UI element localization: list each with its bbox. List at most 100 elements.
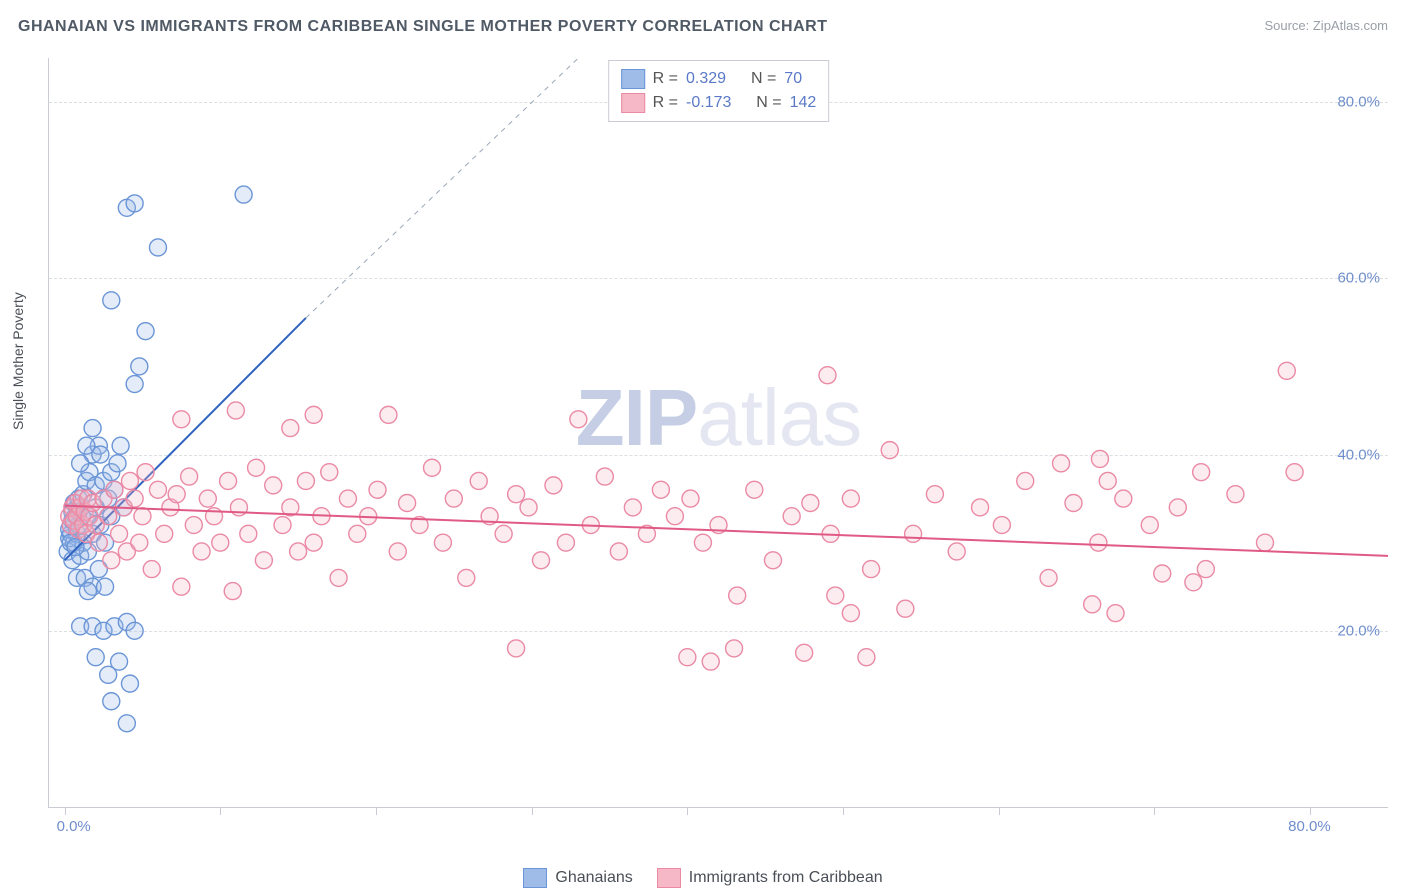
x-tick bbox=[532, 807, 533, 815]
data-point bbox=[827, 587, 844, 604]
data-point bbox=[1017, 472, 1034, 489]
data-point bbox=[399, 494, 416, 511]
data-point bbox=[926, 486, 943, 503]
data-point bbox=[339, 490, 356, 507]
x-tick-label: 0.0% bbox=[57, 818, 91, 835]
x-tick bbox=[843, 807, 844, 815]
data-point bbox=[199, 490, 216, 507]
data-point bbox=[90, 534, 107, 551]
n-label: N = bbox=[751, 67, 776, 91]
data-point bbox=[764, 552, 781, 569]
data-point bbox=[545, 477, 562, 494]
data-point bbox=[1141, 517, 1158, 534]
data-point bbox=[1084, 596, 1101, 613]
data-point bbox=[224, 583, 241, 600]
legend-label-immigrants: Immigrants from Caribbean bbox=[689, 869, 883, 887]
plot-area: ZIPatlas R = 0.329 N = 70 R = -0.173 N =… bbox=[48, 58, 1388, 808]
data-point bbox=[1197, 561, 1214, 578]
data-point bbox=[121, 675, 138, 692]
data-point bbox=[126, 195, 143, 212]
data-point bbox=[819, 367, 836, 384]
correlation-legend: R = 0.329 N = 70 R = -0.173 N = 142 bbox=[608, 60, 830, 122]
data-point bbox=[106, 481, 123, 498]
x-tick bbox=[65, 807, 66, 815]
data-point bbox=[694, 534, 711, 551]
data-point bbox=[533, 552, 550, 569]
data-point bbox=[248, 459, 265, 476]
data-point bbox=[508, 486, 525, 503]
data-point bbox=[1090, 534, 1107, 551]
data-point bbox=[652, 481, 669, 498]
data-point bbox=[181, 468, 198, 485]
data-point bbox=[131, 534, 148, 551]
header-row: GHANAIAN VS IMMIGRANTS FROM CARIBBEAN SI… bbox=[18, 18, 1388, 36]
data-point bbox=[666, 508, 683, 525]
data-point bbox=[220, 472, 237, 489]
data-point bbox=[92, 446, 109, 463]
data-point bbox=[783, 508, 800, 525]
data-point bbox=[842, 490, 859, 507]
data-point bbox=[235, 186, 252, 203]
x-tick bbox=[999, 807, 1000, 815]
data-point bbox=[796, 644, 813, 661]
r-label: R = bbox=[653, 67, 678, 91]
data-point bbox=[1040, 569, 1057, 586]
data-point bbox=[948, 543, 965, 560]
data-point bbox=[570, 411, 587, 428]
data-point bbox=[103, 693, 120, 710]
data-point bbox=[240, 525, 257, 542]
data-point bbox=[746, 481, 763, 498]
r-label-2: R = bbox=[653, 91, 678, 115]
data-point bbox=[103, 292, 120, 309]
data-point bbox=[905, 525, 922, 542]
x-tick bbox=[1310, 807, 1311, 815]
series-legend: Ghanaians Immigrants from Caribbean bbox=[0, 868, 1406, 888]
data-point bbox=[103, 552, 120, 569]
regression-extrapolation bbox=[306, 58, 578, 318]
data-point bbox=[109, 455, 126, 472]
data-point bbox=[100, 508, 117, 525]
data-point bbox=[610, 543, 627, 560]
swatch-immigrant-icon bbox=[621, 93, 645, 113]
data-point bbox=[897, 600, 914, 617]
data-point bbox=[520, 499, 537, 516]
data-point bbox=[126, 622, 143, 639]
data-point bbox=[193, 543, 210, 560]
data-point bbox=[1107, 605, 1124, 622]
data-point bbox=[1256, 534, 1273, 551]
data-point bbox=[126, 490, 143, 507]
data-point bbox=[134, 508, 151, 525]
data-point bbox=[137, 464, 154, 481]
data-point bbox=[321, 464, 338, 481]
chart-canvas bbox=[49, 58, 1388, 807]
data-point bbox=[274, 517, 291, 534]
x-tick bbox=[1154, 807, 1155, 815]
n-label-2: N = bbox=[756, 91, 781, 115]
data-point bbox=[149, 481, 166, 498]
data-point bbox=[470, 472, 487, 489]
data-point bbox=[185, 517, 202, 534]
data-point bbox=[1185, 574, 1202, 591]
data-point bbox=[143, 561, 160, 578]
data-point bbox=[84, 420, 101, 437]
legend-item-immigrants: Immigrants from Caribbean bbox=[657, 868, 883, 888]
data-point bbox=[495, 525, 512, 542]
x-tick-label: 80.0% bbox=[1288, 818, 1331, 835]
data-point bbox=[349, 525, 366, 542]
data-point bbox=[380, 406, 397, 423]
data-point bbox=[858, 649, 875, 666]
data-point bbox=[726, 640, 743, 657]
data-point bbox=[87, 649, 104, 666]
legend-row-immigrants: R = -0.173 N = 142 bbox=[621, 91, 817, 115]
data-point bbox=[137, 323, 154, 340]
data-point bbox=[97, 578, 114, 595]
data-point bbox=[305, 534, 322, 551]
data-point bbox=[729, 587, 746, 604]
data-point bbox=[111, 653, 128, 670]
data-point bbox=[126, 376, 143, 393]
data-point bbox=[112, 437, 129, 454]
data-point bbox=[842, 605, 859, 622]
swatch-ghanaian-bottom-icon bbox=[523, 868, 547, 888]
data-point bbox=[173, 578, 190, 595]
data-point bbox=[111, 525, 128, 542]
